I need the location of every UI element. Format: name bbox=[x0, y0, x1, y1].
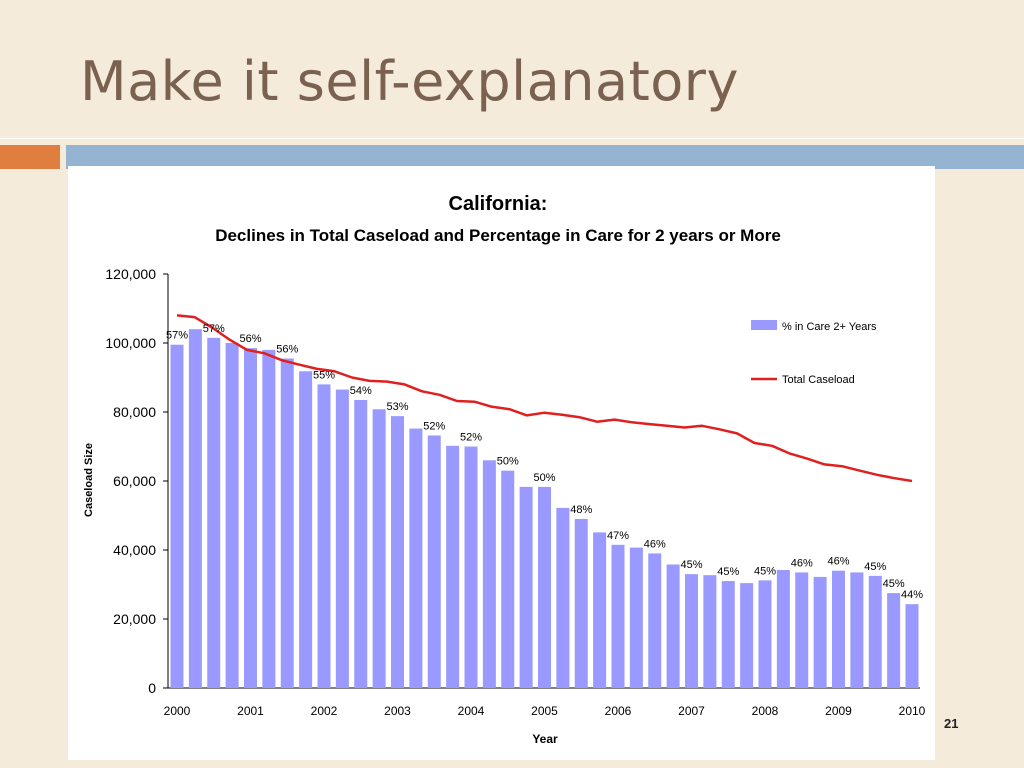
bar bbox=[317, 384, 331, 688]
bar-data-label: 45% bbox=[864, 561, 886, 573]
y-axis-label: Caseload Size bbox=[83, 443, 95, 517]
x-axis-label: Year bbox=[532, 732, 558, 746]
title-divider bbox=[0, 138, 1024, 139]
bar bbox=[409, 428, 423, 688]
chart-subtitle: Declines in Total Caseload and Percentag… bbox=[215, 226, 781, 245]
x-tick-label: 2000 bbox=[164, 704, 191, 718]
bar bbox=[188, 329, 202, 688]
bar bbox=[868, 575, 882, 688]
bar-data-label: 50% bbox=[497, 456, 519, 468]
bar bbox=[703, 575, 717, 688]
bar-data-label: 54% bbox=[350, 385, 372, 397]
bar-data-label: 48% bbox=[570, 504, 592, 516]
caseload-chart: California: Declines in Total Caseload a… bbox=[83, 193, 926, 746]
bar bbox=[335, 389, 349, 688]
bar-data-label: 52% bbox=[423, 420, 445, 432]
bar bbox=[519, 486, 533, 688]
bar bbox=[482, 460, 496, 688]
bar-data-label: 46% bbox=[644, 538, 666, 550]
bar-data-label: 55% bbox=[313, 369, 335, 381]
bar bbox=[666, 564, 680, 688]
bar bbox=[262, 349, 276, 688]
bar-data-label: 47% bbox=[607, 530, 629, 542]
x-tick-label: 2010 bbox=[899, 704, 926, 718]
bar bbox=[391, 416, 404, 688]
bar-data-label: 44% bbox=[901, 589, 923, 601]
bar bbox=[795, 572, 809, 688]
x-tick-label: 2007 bbox=[678, 704, 705, 718]
chart-panel: California: Declines in Total Caseload a… bbox=[68, 166, 935, 760]
bar bbox=[629, 547, 643, 688]
legend-line-label: Total Caseload bbox=[782, 374, 855, 386]
bar bbox=[593, 532, 607, 688]
x-tick-label: 2006 bbox=[605, 704, 632, 718]
legend-bar-label: % in Care 2+ Years bbox=[782, 321, 877, 333]
chart-title: California: bbox=[449, 193, 548, 215]
bar-data-label: 56% bbox=[239, 333, 261, 345]
bar bbox=[905, 604, 919, 688]
bar bbox=[372, 409, 386, 688]
bar bbox=[887, 593, 901, 688]
bar bbox=[813, 576, 827, 688]
y-tick-label: 0 bbox=[148, 680, 156, 696]
bar-data-label: 50% bbox=[533, 472, 555, 484]
bar-data-label: 53% bbox=[386, 401, 408, 413]
y-tick-label: 60,000 bbox=[113, 473, 156, 489]
bar bbox=[758, 580, 772, 688]
bar-data-label: 45% bbox=[754, 565, 776, 577]
bar bbox=[170, 344, 184, 688]
accent-bar-orange bbox=[0, 145, 60, 169]
x-tick-label: 2009 bbox=[825, 704, 852, 718]
slide-title: Make it self-explanatory bbox=[80, 50, 739, 113]
y-tick-label: 20,000 bbox=[113, 611, 156, 627]
bar bbox=[685, 574, 698, 688]
bar bbox=[850, 572, 864, 688]
bar bbox=[538, 486, 551, 688]
bar bbox=[501, 470, 515, 688]
bar bbox=[464, 446, 478, 688]
y-tick-label: 80,000 bbox=[113, 404, 156, 420]
x-tick-label: 2005 bbox=[531, 704, 558, 718]
bar-data-label: 45% bbox=[883, 578, 905, 590]
x-tick-label: 2002 bbox=[311, 704, 338, 718]
bar bbox=[280, 358, 294, 688]
x-tick-label: 2001 bbox=[237, 704, 264, 718]
bar-data-label: 52% bbox=[460, 432, 482, 444]
bar bbox=[427, 435, 441, 688]
caseload-line bbox=[176, 314, 913, 483]
bar-data-label: 57% bbox=[166, 330, 188, 342]
y-tick-label: 120,000 bbox=[105, 266, 156, 282]
accent-bar-blue bbox=[66, 145, 1024, 169]
bar-data-label: 46% bbox=[791, 557, 813, 569]
x-tick-label: 2008 bbox=[752, 704, 779, 718]
bar-data-label: 46% bbox=[827, 556, 849, 568]
y-tick-label: 100,000 bbox=[105, 335, 156, 351]
plot-area: 0 20,000 40,000 60,000 80,000 100,000 120,000 2… bbox=[105, 266, 925, 718]
bar-data-label: 57% bbox=[203, 323, 225, 335]
bar bbox=[574, 518, 588, 688]
bar-data-label: 45% bbox=[680, 559, 702, 571]
slide-number: 21 bbox=[944, 716, 959, 731]
bar bbox=[225, 343, 239, 688]
bar bbox=[648, 553, 662, 688]
legend: % in Care 2+ Years Total Caseload bbox=[751, 320, 877, 386]
legend-bar-swatch bbox=[751, 320, 777, 330]
bar bbox=[721, 581, 735, 688]
x-tick-label: 2004 bbox=[458, 704, 485, 718]
bar-data-label: 45% bbox=[717, 566, 739, 578]
x-tick-label: 2003 bbox=[384, 704, 411, 718]
bar-data-label: 56% bbox=[276, 344, 298, 356]
bar bbox=[244, 348, 257, 688]
bar bbox=[446, 445, 460, 688]
bar bbox=[776, 570, 790, 688]
bar bbox=[556, 507, 570, 688]
bar bbox=[611, 544, 625, 688]
bar bbox=[207, 337, 221, 688]
bar bbox=[299, 371, 313, 688]
bar bbox=[832, 570, 845, 688]
bar bbox=[354, 399, 368, 688]
y-tick-label: 40,000 bbox=[113, 542, 156, 558]
bar bbox=[740, 583, 754, 688]
